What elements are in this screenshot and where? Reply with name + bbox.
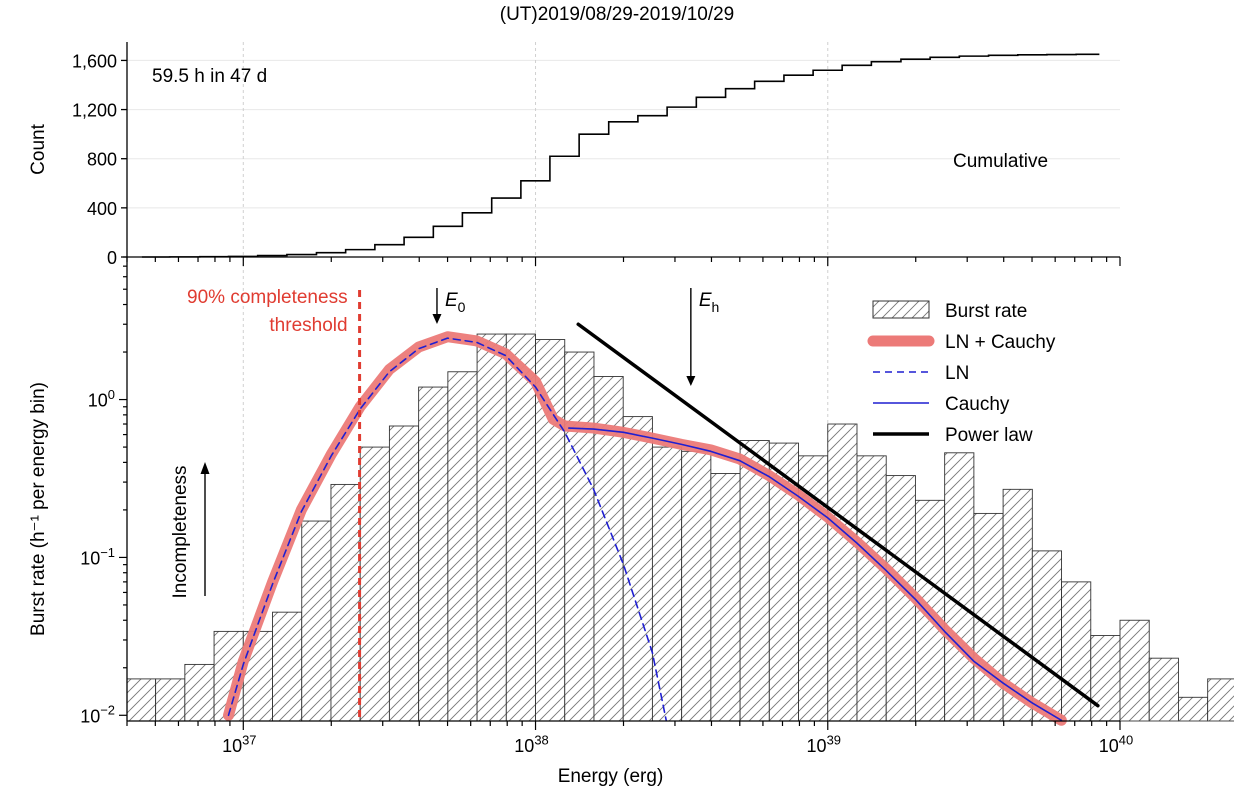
y-tick-label-top: 0 [107, 248, 117, 268]
threshold-label-line2: threshold [269, 315, 347, 336]
legend-label: LN [945, 363, 969, 384]
y-axis-label-bottom: Burst rate (h⁻¹ per energy bin) [28, 382, 49, 636]
threshold-label-line1: 90% completeness [187, 287, 348, 308]
eh-marker-arrow-head [686, 376, 696, 386]
histogram-bar [505, 333, 536, 722]
histogram-bar [330, 483, 361, 722]
legend-label: Power law [945, 425, 1033, 446]
histogram-bar [126, 678, 157, 722]
y-tick-label-top: 1,200 [72, 101, 117, 121]
y-tick-label-bottom: 10−1 [80, 545, 115, 569]
y-tick-label-bottom: 100 [88, 387, 115, 411]
ln-fit-line [227, 337, 668, 722]
observation-annotation: 59.5 h in 47 d [152, 66, 267, 87]
histogram-bar [359, 446, 390, 722]
legend-label: Burst rate [945, 301, 1027, 322]
power-law-line [576, 322, 1100, 708]
histogram-bar [272, 611, 303, 722]
y-tick-label-bottom: 10−2 [80, 703, 115, 727]
histogram-bar [1148, 657, 1179, 722]
histogram-bar [944, 452, 975, 722]
legend-label: LN + Cauchy [945, 332, 1056, 353]
x-tick-label: 1040 [1099, 732, 1133, 756]
histogram-bar [681, 450, 712, 722]
cumulative-step-line [141, 53, 1100, 258]
histogram-bar [856, 455, 887, 722]
histogram-bar [710, 473, 741, 722]
x-tick-label: 1039 [807, 732, 841, 756]
incompleteness-arrow-head [200, 462, 210, 474]
chart-title: (UT)2019/08/29-2019/10/29 [499, 4, 735, 25]
e0-marker-arrow-head [432, 314, 442, 324]
x-tick-label: 1038 [514, 732, 548, 756]
histogram-bar [622, 416, 653, 722]
histogram-bar [1031, 550, 1063, 722]
histogram-bar [184, 663, 215, 722]
e0-marker-label: E0 [445, 290, 466, 315]
histogram-bar [827, 423, 858, 722]
histogram-bar [155, 678, 186, 722]
x-axis-label: Energy (erg) [558, 766, 664, 787]
eh-marker-label: Eh [699, 290, 719, 315]
histogram-bar [739, 440, 770, 722]
histogram-bar [447, 371, 478, 722]
y-axis-label-top: Count [28, 123, 49, 174]
y-tick-label-top: 800 [87, 150, 117, 170]
cumulative-label: Cumulative [953, 151, 1048, 172]
histogram-bar [1177, 696, 1209, 722]
x-tick-label: 1037 [222, 732, 256, 756]
histogram-bar [301, 520, 332, 722]
histogram-bar [1207, 678, 1234, 722]
legend-label: Cauchy [945, 394, 1010, 415]
histogram-bar [388, 425, 420, 722]
cauchy-fit-line [568, 427, 1063, 722]
cumulative-panel: 0 400 800 1,200 1,600 Count 59.5 h in 47 d Cumu… [28, 42, 1120, 721]
histogram-bar [476, 333, 507, 722]
histogram-bar [1090, 635, 1121, 722]
incompleteness-label: Incompleteness [170, 465, 191, 598]
histogram-bar [1061, 581, 1092, 722]
histogram-bar [651, 446, 683, 722]
histogram-bar [418, 386, 449, 722]
histogram-bar [1119, 619, 1150, 722]
histogram-bar [564, 351, 595, 722]
y-tick-label-top: 400 [87, 199, 117, 219]
y-tick-label-top: 1,600 [72, 51, 117, 71]
burst-rate-panel: 90% completeness threshold E0 Eh Incompleten… [28, 256, 1234, 787]
legend-swatch-burst-rate [872, 300, 930, 319]
